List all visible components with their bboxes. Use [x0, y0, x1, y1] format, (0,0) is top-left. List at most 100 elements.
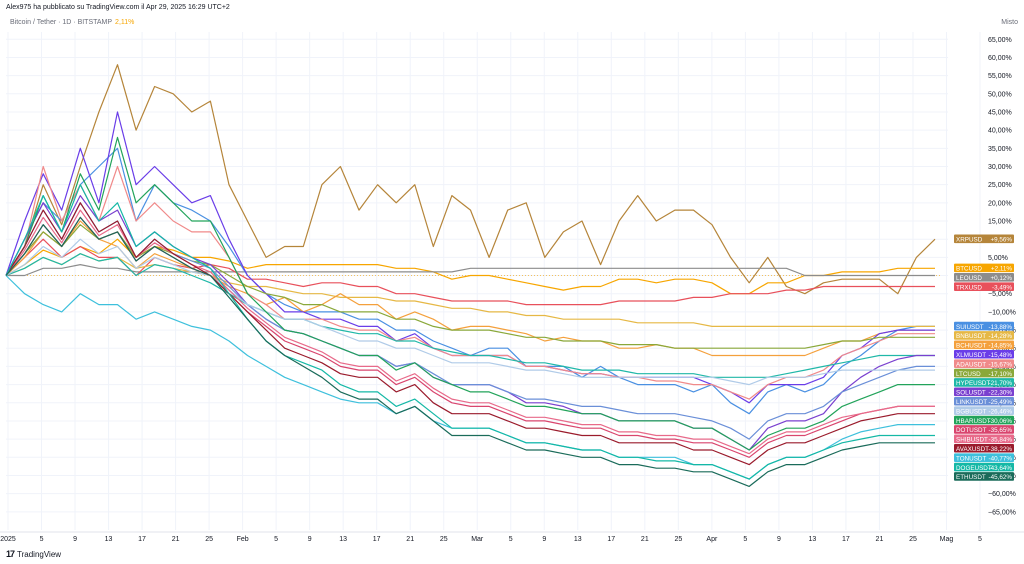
x-tick-label: 5: [274, 536, 278, 543]
series-line-ethusdt: [5, 216, 935, 487]
badge-symbol: LINKUSDT: [956, 399, 987, 406]
badge-bnbusdt: BNBUSDT -14,28%: [954, 331, 1014, 340]
series-line-ltcusd: [5, 224, 935, 349]
x-tick-label: Mag: [940, 536, 954, 543]
badge-bg: [954, 387, 1014, 397]
brand-footer[interactable]: 17 TradingView: [6, 549, 61, 559]
badge-value: -13,88%: [989, 324, 1013, 331]
y-tick-label: −20,00%: [988, 346, 1016, 353]
badge-bg: [954, 406, 1014, 415]
symbol-label: Bitcoin / Tether · 1D · BITSTAMP: [10, 19, 113, 26]
badge-symbol: SHIBUSDT: [956, 437, 988, 444]
badge-value: -38,22%: [989, 446, 1013, 453]
badge-bg: [954, 272, 1014, 282]
symbol-change: 2,11%: [115, 19, 135, 26]
badge-value: -30,06%: [989, 418, 1013, 425]
badge-xrpusd: XRPUSD +9,56%: [954, 234, 1014, 244]
badge-symbol: TRXUSD: [956, 284, 982, 291]
badge-ltcusd: LTCUSD -17,10%: [954, 368, 1014, 378]
badge-value: -17,10%: [989, 371, 1013, 378]
y-tick-label: 60,00%: [988, 55, 1012, 62]
series-lines: [5, 64, 936, 487]
badge-value: +9,56%: [990, 237, 1012, 244]
x-tick-label: 25: [440, 536, 448, 543]
badge-symbol: HYPEUSDT: [956, 380, 990, 387]
series-line-avaxusdt: [5, 202, 935, 466]
y-tick-label: 45,00%: [988, 109, 1012, 116]
badge-symbol: XLMUSDT: [956, 352, 986, 359]
series-line-bchusdt: [5, 220, 935, 357]
badge-symbol: XRPUSD: [956, 237, 983, 244]
series-line-adausdt: [5, 165, 935, 400]
x-tick-label: 21: [172, 536, 180, 543]
y-tick-label: 35,00%: [988, 146, 1012, 153]
badge-symbol: DOTUSDT: [956, 427, 987, 434]
series-line-xrpusd: [5, 64, 936, 295]
y-tick-label: −10,00%: [988, 309, 1016, 316]
series-line-solusdt: [5, 195, 935, 451]
badge-symbol: LEOUSD: [956, 275, 982, 282]
series-line-hbarusdt: [5, 136, 935, 451]
x-tick-label: 17: [607, 536, 615, 543]
brand-name: TradingView: [17, 549, 62, 559]
symbol-legend[interactable]: Bitcoin / Tether · 1D · BITSTAMP 2,11%: [10, 19, 134, 26]
x-tick-label: Feb: [237, 536, 249, 543]
y-tick-label: 15,00%: [988, 219, 1012, 226]
badge-xlmusdt: XLMUSDT -15,48%: [954, 349, 1014, 359]
badge-symbol: ETHUSDT: [956, 474, 986, 481]
badge-bgbusdt: BGBUSDT -26,46%: [954, 406, 1014, 415]
badge-bg: [954, 415, 1014, 425]
badge-value: -21,70%: [989, 380, 1013, 387]
badge-suiusdt: SUIUSDT -13,88%: [954, 321, 1014, 331]
badge-trxusd: TRXUSD -3,49%: [954, 282, 1014, 291]
x-tick-label: 9: [542, 536, 546, 543]
x-axis: 2025 5 9 13 17 21 25 Feb 5 9 13 17 21 25 Mar 5 9 13 17 21 25…: [0, 531, 1024, 543]
badge-value: -22,30%: [989, 390, 1013, 397]
badge-value: -15,48%: [989, 352, 1013, 359]
x-tick-label: 17: [842, 536, 850, 543]
badge-bg: [954, 263, 1014, 273]
badge-bg: [954, 359, 1014, 368]
badge-dogeusdt: DOGEUSDT-43,64%: [954, 462, 1014, 472]
badge-symbol: SUIUSDT: [956, 324, 984, 331]
x-tick-label: Apr: [706, 536, 718, 543]
attribution-text: Alex975 ha pubblicato su TradingView.com…: [6, 4, 230, 11]
badge-symbol: HBARUSDT: [956, 418, 991, 425]
badge-tonusdt: TONUSDT -40,77%: [954, 453, 1014, 462]
y-tick-label: −5,00%: [988, 291, 1012, 298]
badge-symbol: LTCUSD: [956, 371, 981, 378]
x-tick-label: 13: [339, 536, 347, 543]
badge-value: -35,84%: [989, 437, 1013, 444]
y-tick-label: −65,00%: [988, 509, 1016, 516]
x-tick-label: 9: [308, 536, 312, 543]
series-line-bgbusdt: [5, 238, 935, 386]
badge-bg: [954, 234, 1014, 244]
badge-bg: [954, 472, 1014, 481]
y-tick-label: 5,00%: [988, 255, 1008, 262]
y-tick-label: 50,00%: [988, 91, 1012, 98]
badge-value: -35,65%: [989, 427, 1013, 434]
badge-symbol: AVAXUSDT: [956, 446, 989, 453]
badge-avaxusdt: AVAXUSDT -38,22%: [954, 443, 1014, 453]
badge-ethusdt: ETHUSDT -45,62%: [954, 472, 1014, 481]
x-tick-label: 9: [73, 536, 77, 543]
badge-dotusdt: DOTUSDT -35,65%: [954, 425, 1014, 434]
badge-bg: [954, 434, 1014, 444]
scale-mode-label[interactable]: Misto: [1001, 19, 1018, 26]
badge-bg: [954, 396, 1014, 406]
badge-value: -14,28%: [989, 333, 1013, 340]
x-tick-label: 5: [509, 536, 513, 543]
y-tick-label: 55,00%: [988, 73, 1012, 80]
x-tick-label: 13: [809, 536, 817, 543]
badge-bg: [954, 282, 1014, 291]
x-tick-label: 21: [876, 536, 884, 543]
series-line-shibusdt: [5, 209, 935, 455]
badge-leousd: LEOUSD +0,12%: [954, 272, 1014, 282]
badge-bg: [954, 453, 1014, 462]
badge-linkusdt: LINKUSDT -25,49%: [954, 396, 1014, 406]
x-tick-label: 13: [574, 536, 582, 543]
x-tick-label: 21: [641, 536, 649, 543]
x-tick-label: Mar: [471, 536, 484, 543]
badge-symbol: BNBUSDT: [956, 333, 986, 340]
